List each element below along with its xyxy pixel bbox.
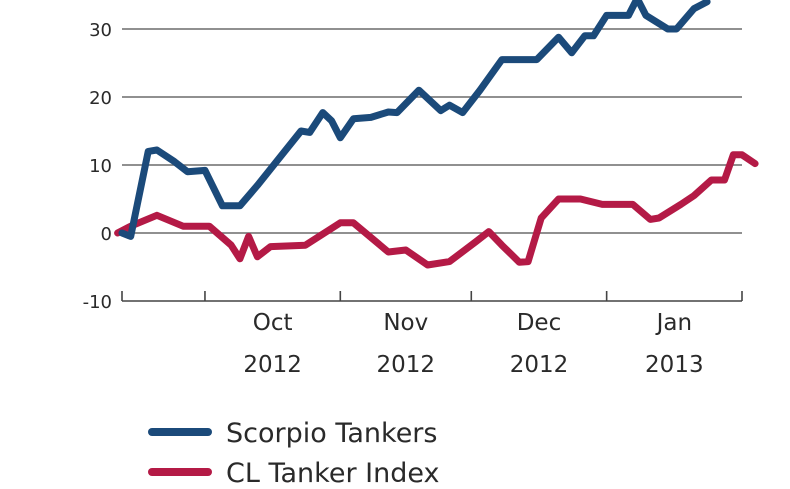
x-tick-label-year: 2012 <box>377 352 436 378</box>
y-tick-label: 30 <box>89 20 112 41</box>
series-lines <box>114 0 759 269</box>
legend: Scorpio Tankers CL Tanker Index <box>148 418 439 489</box>
y-tick-label: 20 <box>89 88 112 109</box>
series-line-cl-tanker-index <box>114 151 759 269</box>
legend-label: Scorpio Tankers <box>226 418 437 449</box>
series-line-scorpio-tankers <box>118 0 711 240</box>
x-tick-label-month: Jan <box>655 310 692 336</box>
x-tick-label-month: Dec <box>517 310 562 336</box>
y-axis-labels: -10 0 10 20 30 <box>83 20 112 313</box>
x-tick-label-month: Nov <box>383 310 428 336</box>
x-tick-label-year: 2012 <box>243 352 302 378</box>
x-axis: Oct 2012 Nov 2012 Dec 2012 Jan 2013 <box>121 291 743 378</box>
gridlines <box>122 28 742 234</box>
y-tick-label: -10 <box>83 292 112 313</box>
x-tick-label-month: Oct <box>253 310 293 336</box>
legend-label: CL Tanker Index <box>226 458 439 489</box>
x-tick-label-year: 2012 <box>510 352 569 378</box>
x-tick-label-year: 2013 <box>645 352 704 378</box>
y-tick-label: 0 <box>101 224 112 245</box>
y-tick-label: 10 <box>89 156 112 177</box>
